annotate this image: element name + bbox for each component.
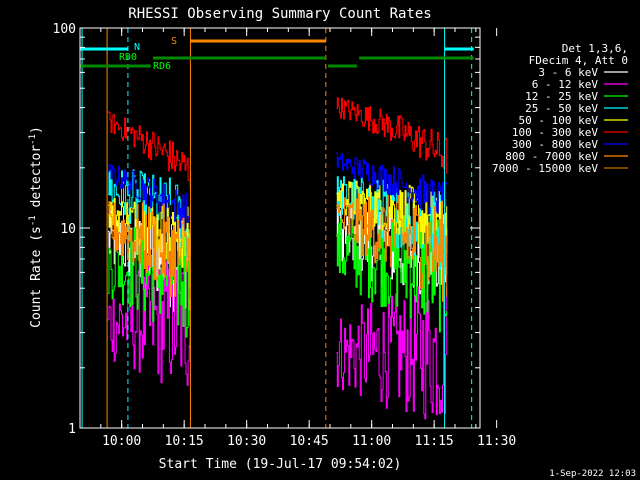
x-tick-label-4: 11:00: [352, 434, 391, 449]
annotation-n: N: [134, 42, 140, 53]
annotations: N S RD0 RD6: [119, 36, 177, 72]
series-7-trace: [107, 192, 448, 311]
y-axis-label-main: Count Rate (s: [29, 226, 44, 328]
timestamp: 1-Sep-2022 12:03: [549, 469, 636, 479]
series-5-trace: [107, 97, 448, 189]
x-tick-label-3: 10:45: [290, 434, 329, 449]
x-tick-label-0: 10:00: [102, 434, 141, 449]
annotation-s: S: [171, 36, 177, 47]
y-axis-label-sup2: -1: [28, 134, 38, 145]
legend-header-line2: FDecim 4, Att 0: [529, 54, 628, 67]
y-tick-label-0: 1: [68, 422, 76, 437]
legend-label-8: 7000 - 15000 keV: [492, 162, 598, 175]
y-tick-label-2: 100: [53, 22, 76, 37]
legend-label-5: 100 - 300 keV: [512, 126, 598, 139]
x-axis-label: Start Time (19-Jul-17 09:54:02): [159, 457, 402, 472]
x-tick-label-2: 10:30: [227, 434, 266, 449]
series-1-trace: [107, 261, 448, 420]
y-axis-label: Count Rate (s-1 detector-1): [28, 126, 44, 328]
legend-label-3: 25 - 50 keV: [525, 102, 598, 115]
legend-label-1: 6 - 12 keV: [532, 78, 599, 91]
y-axis-label-mid: detector: [29, 145, 44, 216]
legend-label-2: 12 - 25 keV: [525, 90, 598, 103]
series-6-trace: [107, 152, 448, 233]
axes: 10:00 10:15 10:30 10:45 11:00 11:15 11:30 1 10 10…: [53, 22, 517, 449]
annotation-rd6: RD6: [153, 61, 171, 72]
annotation-rd0: RD0: [119, 52, 137, 63]
legend-label-0: 3 - 6 keV: [538, 66, 598, 79]
x-tick-label-6: 11:30: [477, 434, 516, 449]
y-axis-label-end: ): [29, 126, 44, 134]
y-axis-label-sup1: -1: [28, 215, 38, 226]
legend-header-line1: Det 1,3,6,: [562, 42, 628, 55]
plot-area: [81, 28, 473, 428]
legend-label-6: 300 - 800 keV: [512, 138, 598, 151]
legend-label-4: 50 - 100 keV: [519, 114, 599, 127]
legend-label-7: 800 - 7000 keV: [505, 150, 598, 163]
flag-bars: [80, 39, 474, 68]
x-tick-label-5: 11:15: [415, 434, 454, 449]
chart-title: RHESSI Observing Summary Count Rates: [128, 6, 431, 22]
x-tick-label-1: 10:15: [165, 434, 204, 449]
y-tick-label-1: 10: [60, 222, 76, 237]
